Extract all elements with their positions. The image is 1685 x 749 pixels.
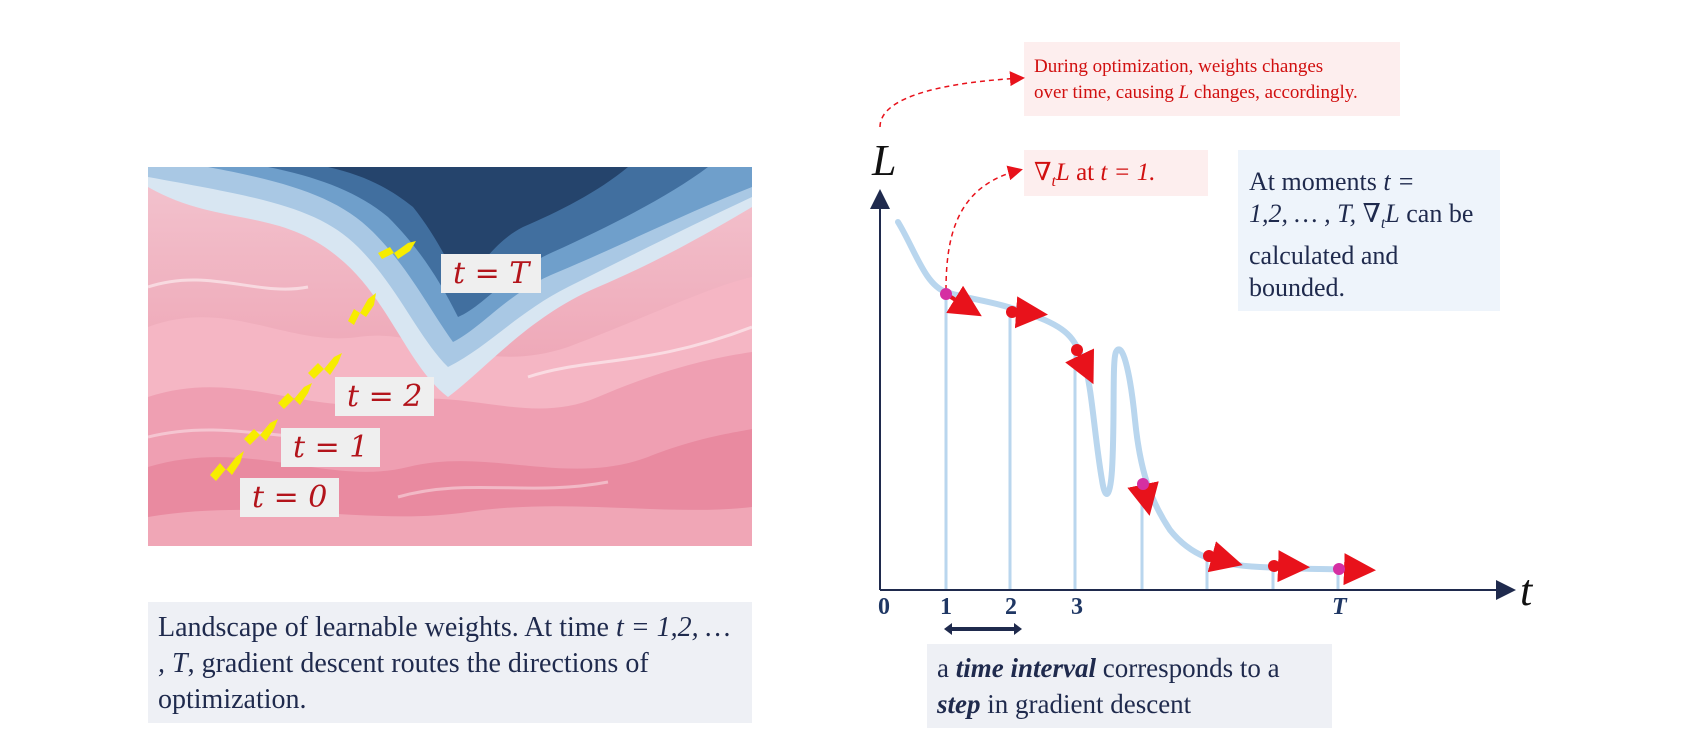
tick-1: 1 <box>940 594 952 620</box>
moments-line3: calculated and <box>1249 241 1399 271</box>
label-t-2: t = 2 <box>335 377 435 416</box>
optimization-note: During optimization, weights changes ove… <box>1024 42 1400 116</box>
optimization-note-L: L <box>1178 82 1190 103</box>
label-t-1: t = 1 <box>281 428 381 467</box>
moments-text-2: can be <box>1399 199 1474 228</box>
interval-caption-line1: a time interval corresponds to a <box>937 650 1322 686</box>
gradient-at-text: at <box>1069 159 1101 186</box>
interval-text-2: corresponds to a <box>1095 653 1280 683</box>
label-t-0: t = 0 <box>240 478 340 517</box>
time-interval-bracket <box>944 623 1022 635</box>
tick-T: T <box>1332 594 1347 620</box>
optimization-note-text: over time, causing <box>1034 82 1174 103</box>
moments-line2: 1,2, … , T, ∇tL can be <box>1249 198 1489 240</box>
moments-L: L <box>1385 199 1400 228</box>
gradient-subscript: t <box>1051 173 1056 190</box>
gradient-note: ∇tL at t = 1. <box>1024 150 1208 196</box>
moments-text: At moments <box>1249 167 1377 196</box>
caption-text-1: Landscape of learnable weights. At time <box>158 612 609 643</box>
landscape-caption: Landscape of learnable weights. At time … <box>148 602 752 723</box>
time-step-dots <box>940 288 1345 575</box>
time-step-lines <box>944 292 1340 590</box>
optimization-note-line1: During optimization, weights changes <box>1034 56 1324 77</box>
loss-curve <box>895 219 1363 573</box>
yellow-descent-arrows <box>210 241 416 481</box>
interval-text-1: a <box>937 653 956 683</box>
gradient-L: L <box>1055 159 1070 186</box>
moments-math: t = <box>1383 167 1415 196</box>
caption-text-2: , gradient descent routes the directions… <box>158 648 649 715</box>
gradient-equation: t = 1. <box>1100 159 1156 186</box>
nabla-symbol: ∇ <box>1034 159 1052 186</box>
tick-2: 2 <box>1005 594 1017 620</box>
dashed-connector-gradient <box>945 165 1023 291</box>
caption-math-1: t = <box>615 612 650 643</box>
moments-line1: At moments t = <box>1249 166 1489 198</box>
caption-math-2: 1,2, … , T <box>158 612 731 679</box>
tick-0: 0 <box>878 594 890 620</box>
moments-math-2: 1,2, … , T, ∇ <box>1249 199 1381 228</box>
y-axis-label: L <box>872 136 897 185</box>
interval-caption-line2: step in gradient descent <box>937 686 1322 722</box>
moments-subscript: t <box>1380 215 1386 233</box>
interval-caption: a time interval corresponds to a step in… <box>927 644 1332 728</box>
optimization-note-text-2: changes, accordingly. <box>1193 82 1358 103</box>
moments-box: At moments t = 1,2, … , T, ∇tL can be ca… <box>1238 150 1500 311</box>
dashed-connector-top <box>879 71 1025 128</box>
interval-emphasis-1: time interval <box>955 653 1096 683</box>
moments-line4: bounded. <box>1249 273 1346 303</box>
tick-3: 3 <box>1071 594 1083 620</box>
optimization-note-line2: over time, causing L changes, accordingl… <box>1034 80 1390 106</box>
interval-text-3: in gradient descent <box>980 689 1192 719</box>
weight-landscape-image: t = 0 t = 1 t = 2 t = T <box>148 167 752 546</box>
x-axis-label: t <box>1520 566 1533 615</box>
interval-emphasis-2: step <box>937 689 981 719</box>
label-t-T: t = T <box>441 254 542 293</box>
